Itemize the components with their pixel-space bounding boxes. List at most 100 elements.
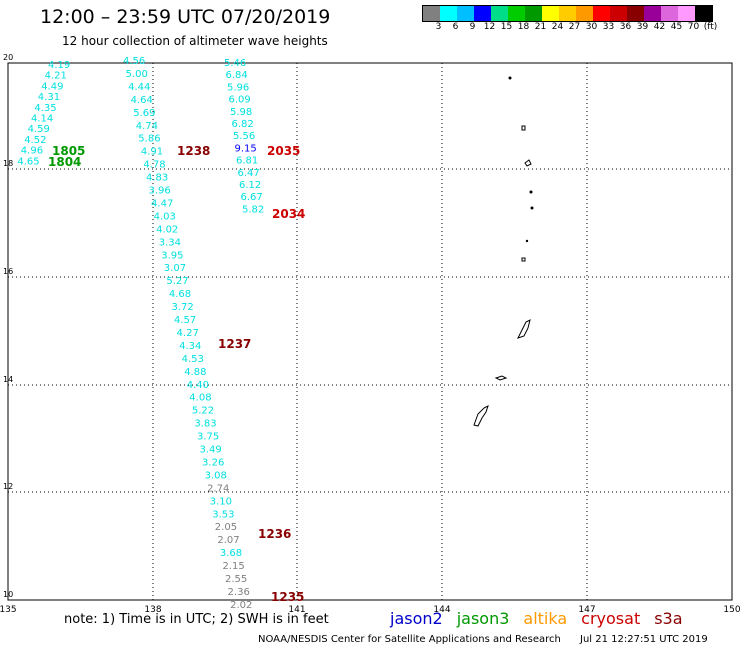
island-dot (508, 76, 512, 80)
track-b-swh-value: 4.64 (131, 95, 153, 106)
generated-timestamp: Jul 21 12:27:51 UTC 2019 (580, 634, 708, 645)
track-b-swh-value: 3.10 (210, 496, 232, 507)
track-c-swh-value: 6.81 (236, 156, 258, 167)
colorbar-label: 27 (568, 22, 581, 32)
track-c-swh-value: 6.09 (229, 95, 251, 106)
island-small-1 (521, 257, 526, 262)
island-rota (494, 375, 508, 381)
longitude-tick-label: 150 (723, 605, 740, 615)
pass-time-label: 1238 (177, 144, 210, 158)
track-b-swh-value: 3.95 (161, 250, 183, 261)
track-b-swh-value: 3.49 (200, 445, 222, 456)
island-outlines (473, 125, 532, 427)
track-a-swh-value: 4.21 (45, 71, 67, 82)
longitude-tick-label: 144 (433, 605, 450, 615)
track-c-swh-value: 5.56 (233, 131, 255, 142)
legend-item-cryosat: cryosat (581, 609, 641, 628)
track-b-swh-value: 5.22 (192, 406, 214, 417)
longitude-tick-label: 147 (578, 605, 595, 615)
colorbar-label: 6 (452, 22, 459, 32)
legend-item-jason2: jason2 (390, 609, 443, 628)
colorbar-swatch (423, 6, 440, 21)
track-b-swh-value: 3.68 (220, 548, 242, 559)
chart-subtitle: 12 hour collection of altimeter wave hei… (62, 34, 328, 48)
island-dot (525, 239, 529, 243)
legend-item-s3a: s3a (654, 609, 683, 628)
track-b-swh-value: 4.44 (128, 82, 150, 93)
latitude-tick-label: 12 (3, 482, 13, 491)
track-c-swh-value: 6.84 (226, 70, 248, 81)
island-dots (508, 76, 534, 243)
track-b-swh-value: 3.72 (171, 302, 193, 313)
track-a-swh-value: 4.49 (41, 81, 63, 92)
track-b-swh-value: 4.53 (182, 354, 204, 365)
colorbar-swatch (491, 6, 508, 21)
latitude-tick-label: 10 (3, 590, 13, 599)
island-dot (530, 206, 534, 210)
longitude-tick-label: 135 (0, 605, 17, 615)
colorbar-swatch (678, 6, 695, 21)
pass-time-label: 1237 (218, 337, 251, 351)
pass-time-label: 1804 (48, 155, 81, 169)
track-b-swh-value: 4.02 (156, 224, 178, 235)
track-c-swh-value: 6.47 (238, 168, 260, 179)
track-a-swh-value: 4.96 (21, 146, 43, 157)
track-b-swh-value: 5.86 (138, 134, 160, 145)
island-small-3 (521, 125, 526, 131)
track-b-swh-value: 2.74 (207, 483, 229, 494)
satellite-legend: jason2 jason3 altika cryosat s3a (390, 609, 697, 628)
legend-item-jason3: jason3 (456, 609, 510, 628)
colorbar-label: 24 (551, 22, 564, 32)
track-b-swh-value: 5.00 (126, 69, 148, 80)
colorbar-label: 9 (469, 22, 476, 32)
latitude-tick-label: 14 (3, 375, 13, 384)
track-c-swh-value: 5.98 (230, 107, 252, 118)
track-a-swh-value: 4.52 (24, 135, 46, 146)
track-b-swh-value: 2.15 (222, 561, 244, 572)
track-a-swh-value: 4.59 (28, 124, 50, 135)
track-b-swh-value: 2.36 (228, 587, 250, 598)
track-a-swh-value: 4.65 (17, 156, 39, 167)
colorbar-label: 12 (483, 22, 496, 32)
colorbar-label: 36 (619, 22, 632, 32)
track-a-swh-value: 4.14 (31, 114, 53, 125)
lat-lon-grid (8, 63, 732, 600)
longitude-tick-label: 141 (288, 605, 305, 615)
colorbar-swatch (576, 6, 593, 21)
colorbar-label: 15 (500, 22, 513, 32)
track-b-swh-value: 2.07 (217, 535, 239, 546)
colorbar-swatch (610, 6, 627, 21)
map-frame (7, 62, 733, 601)
colorbar-swatch (508, 6, 525, 21)
track-c-swh-value: 6.82 (232, 119, 254, 130)
track-b-swh-value: 3.83 (194, 419, 216, 430)
pass-time-label: 1236 (258, 527, 291, 541)
colorbar-label: (ft) (703, 22, 718, 32)
track-b-swh-value: 4.78 (143, 160, 165, 171)
track-c-swh-value: 5.96 (227, 82, 249, 93)
colorbar-swatch (559, 6, 576, 21)
chart-title: 12:00 – 23:59 UTC 07/20/2019 (40, 6, 331, 28)
track-c-swh-value: 9.15 (235, 143, 257, 154)
credit-line: NOAA/NESDIS Center for Satellite Applica… (258, 634, 561, 645)
track-b-swh-value: 3.34 (159, 237, 181, 248)
colorbar-swatch (627, 6, 644, 21)
colorbar-swatch (440, 6, 457, 21)
colorbar-swatch (695, 6, 712, 21)
pass-time-label: 2034 (272, 207, 305, 221)
colorbar-label: 3 (435, 22, 442, 32)
track-b-swh-value: 4.74 (136, 121, 158, 132)
colorbar-swatch (525, 6, 542, 21)
track-b-swh-value: 3.53 (212, 509, 234, 520)
track-b-swh-value: 2.55 (225, 574, 247, 585)
track-b-swh-value: 2.02 (230, 600, 252, 611)
track-b-swh-value: 5.69 (133, 108, 155, 119)
track-b-swh-value: 4.47 (151, 198, 173, 209)
axis-tick-labels: 135 138 141 144 147 150 20 18 16 14 12 10 (0, 53, 740, 615)
track-b-swh-value: 4.68 (169, 289, 191, 300)
longitude-tick-label: 138 (144, 605, 161, 615)
latitude-tick-label: 18 (3, 159, 13, 168)
track-b-swh-value: 4.34 (179, 341, 201, 352)
track-b-swh-value: 2.05 (215, 522, 237, 533)
